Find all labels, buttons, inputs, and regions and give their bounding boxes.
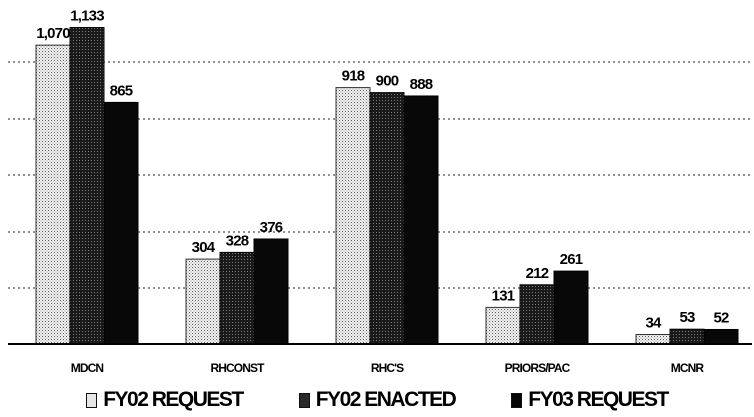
bar-fy02-request-2 (335, 87, 371, 345)
legend-swatch-fy03-request (511, 392, 523, 408)
legend-swatch-fy02-enacted (298, 392, 310, 408)
data-label: 53 (679, 309, 695, 326)
bar-fy03-request-3 (553, 270, 589, 345)
data-label: 1,133 (70, 8, 104, 25)
data-label: 900 (376, 73, 399, 90)
bar-fy02-request-1 (185, 258, 221, 345)
bar-fy02-enacted-3 (519, 284, 555, 345)
bar-fy02-enacted-0 (69, 27, 105, 345)
bars (35, 27, 739, 345)
x-tick-label: MDCN (71, 361, 104, 375)
data-label: 52 (713, 309, 729, 326)
legend-item-fy03-request: FY03 REQUEST (511, 388, 669, 412)
x-tick-label: RHCONST (210, 361, 265, 375)
legend: FY02 REQUEST FY02 ENACTED FY03 REQUEST (0, 384, 754, 416)
legend-label: FY02 REQUEST (103, 388, 244, 411)
data-label: 131 (492, 287, 515, 304)
data-label: 376 (260, 219, 283, 236)
bar-fy03-request-0 (103, 101, 139, 345)
x-tick-label: RHC'S (371, 361, 404, 375)
x-tick-label: MCNR (671, 361, 705, 375)
data-label: 261 (560, 251, 583, 268)
legend-item-fy02-enacted: FY02 ENACTED (298, 388, 457, 412)
x-tick-label: PRIORS/PAC (505, 361, 571, 375)
legend-label: FY03 REQUEST (528, 388, 669, 411)
data-label: 34 (645, 315, 662, 332)
legend-label: FY02 ENACTED (315, 388, 457, 411)
bar-fy03-request-1 (253, 238, 289, 345)
bar-fy02-enacted-2 (369, 92, 405, 345)
data-label: 888 (410, 76, 433, 93)
legend-swatch-fy02-request (86, 392, 98, 408)
data-label: 865 (110, 82, 133, 99)
data-label: 918 (342, 68, 365, 85)
data-label: 212 (526, 265, 549, 282)
bar-fy03-request-4 (703, 328, 739, 345)
bar-fy02-request-3 (485, 306, 521, 345)
data-label: 328 (226, 232, 249, 249)
bar-fy03-request-2 (403, 95, 439, 345)
x-tick-labels: MDCN RHCONST RHC'S PRIORS/PAC MCNR (71, 361, 706, 375)
legend-item-fy02-request: FY02 REQUEST (86, 388, 244, 412)
data-label: 1,070 (36, 25, 70, 42)
bar-fy02-enacted-1 (219, 251, 255, 345)
bar-fy02-enacted-4 (669, 328, 705, 345)
bar-fy02-request-4 (635, 334, 671, 345)
data-label: 304 (192, 239, 216, 256)
bar-fy02-request-0 (35, 44, 71, 345)
